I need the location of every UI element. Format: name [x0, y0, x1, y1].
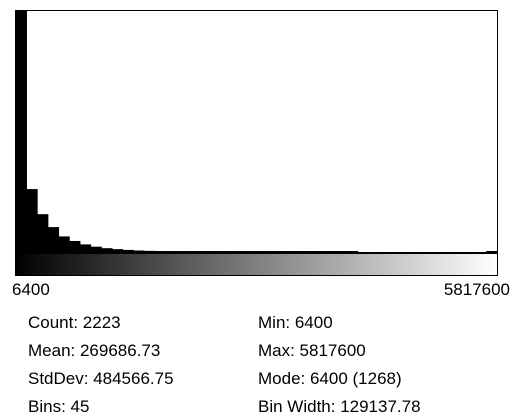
histogram-bar [486, 251, 498, 252]
histogram-bar [304, 251, 316, 252]
histogram-frame [15, 10, 498, 253]
histogram-bar [187, 251, 199, 252]
histogram-bar [165, 251, 177, 252]
stat-bin-width: Bin Width: 129137.78 [258, 397, 421, 416]
histogram-bar [69, 240, 81, 252]
histogram-bar [251, 251, 263, 252]
histogram-bar [315, 251, 327, 252]
histogram-bar [197, 251, 209, 252]
axis-min-label: 6400 [12, 280, 50, 299]
histogram-bar [112, 249, 124, 252]
histogram-bar [283, 251, 295, 252]
stat-bins: Bins: 45 [28, 397, 90, 416]
histogram-bar [229, 251, 241, 252]
histogram-bar [80, 244, 92, 252]
stat-count: Count: 2223 [28, 313, 121, 332]
histogram-chart [15, 10, 498, 276]
stat-min: Min: 6400 [258, 313, 333, 332]
histogram-bar [272, 251, 284, 252]
histogram-bars [16, 11, 498, 252]
histogram-bar [16, 11, 27, 252]
histogram-bar [219, 251, 231, 252]
stat-mode: Mode: 6400 (1268) [258, 369, 402, 388]
histogram-bar [154, 251, 166, 252]
histogram-bar [261, 251, 273, 252]
stat-stddev: StdDev: 484566.75 [28, 369, 174, 388]
histogram-bar [240, 251, 252, 252]
histogram-bar [176, 251, 188, 252]
stat-max: Max: 5817600 [258, 341, 366, 360]
axis-max-label: 5817600 [443, 280, 510, 299]
histogram-bar [48, 227, 60, 252]
histogram-bar [122, 249, 134, 252]
histogram-bar [101, 248, 113, 252]
histogram-bar [58, 236, 70, 252]
histogram-bar [133, 250, 145, 252]
histogram-bar [37, 214, 49, 252]
histogram-bar [347, 251, 359, 252]
lut-gradient-bar [15, 253, 498, 276]
stat-mean: Mean: 269686.73 [28, 341, 161, 360]
histogram-bar [208, 251, 220, 252]
histogram-bar [336, 251, 348, 252]
histogram-bar [90, 246, 102, 252]
histogram-bar [144, 250, 156, 252]
histogram-bar [293, 251, 305, 252]
histogram-bar [325, 251, 337, 252]
histogram-bar [26, 189, 38, 252]
